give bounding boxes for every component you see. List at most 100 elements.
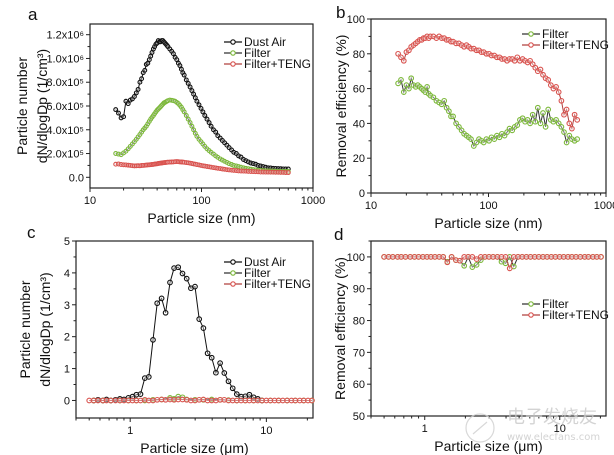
data-point — [558, 124, 565, 130]
data-point — [200, 325, 207, 331]
data-point — [167, 279, 173, 286]
data-point — [529, 111, 536, 118]
legend-label: Filter — [542, 27, 569, 41]
legend-item: Dust Air — [224, 255, 286, 269]
x-tick-label: 100 — [192, 195, 210, 207]
watermark-text-cn: 电子发烧友 — [507, 407, 597, 428]
panel-b: b 10 100 1000 Particle size (nm) 0 20 40 60 80 100… — [333, 3, 614, 231]
data-point — [150, 337, 156, 343]
y-tick-label: 100 — [347, 14, 365, 26]
data-point — [125, 101, 131, 107]
data-point — [381, 254, 387, 260]
data-point — [395, 80, 401, 87]
data-point — [107, 397, 114, 404]
data-point — [506, 265, 513, 272]
x-tick-label: 10 — [554, 423, 566, 435]
watermark-text-url: www.elecfans.com — [507, 432, 600, 443]
x-tick-label: 1 — [127, 425, 133, 437]
series-filter-teng — [113, 159, 291, 176]
data-point — [461, 262, 468, 269]
watermark-logo-icon — [465, 413, 495, 443]
data-point — [137, 391, 144, 397]
legend-item: Filter+TENG — [522, 308, 609, 322]
series-filter-teng — [86, 396, 315, 404]
plot-frame — [370, 240, 607, 417]
plot-frame — [75, 240, 314, 419]
x-axis: 1 10 Particle size (μm) — [75, 418, 308, 455]
series-line — [93, 266, 263, 402]
data-point — [527, 120, 533, 127]
y-tick-label: 60 — [353, 84, 365, 96]
data-point — [200, 109, 206, 115]
data-point — [457, 257, 463, 264]
data-point — [95, 397, 101, 404]
data-point — [187, 84, 193, 90]
legend-label: Filter — [244, 46, 271, 60]
data-point — [558, 97, 565, 104]
data-point — [424, 84, 430, 90]
x-axis-label: Particle size (nm) — [147, 210, 255, 226]
data-point — [561, 111, 567, 118]
data-point — [555, 89, 562, 95]
data-point — [446, 108, 452, 115]
series-filter — [395, 75, 581, 149]
data-point — [86, 397, 93, 404]
legend-marker-icon — [230, 61, 236, 67]
data-point — [585, 254, 592, 260]
data-point — [181, 109, 187, 115]
data-point — [288, 397, 295, 404]
legend-item: Filter — [224, 266, 271, 280]
data-point — [296, 397, 303, 404]
data-point — [461, 254, 468, 260]
data-point — [196, 316, 203, 322]
legend-item: Filter+TENG — [522, 38, 609, 52]
data-point — [204, 350, 211, 357]
data-point — [561, 129, 567, 135]
data-point — [430, 94, 437, 101]
legend-marker-icon — [528, 312, 534, 318]
data-point — [542, 124, 549, 130]
data-point — [448, 254, 455, 260]
data-point — [285, 170, 291, 176]
data-point — [436, 254, 443, 260]
watermark: 电子发烧友 www.elecfans.com — [465, 407, 600, 443]
data-point — [441, 97, 448, 104]
panel-c: c 1 10 Particle size (μm) 0 1 2 3 4 5 Particle num… — [17, 223, 315, 455]
data-point — [571, 111, 578, 118]
x-tick-label: 1 — [422, 423, 428, 435]
legend-label: Filter+TENG — [542, 308, 609, 322]
data-point — [213, 129, 219, 135]
y-tick-label: 4.0x10⁵ — [46, 125, 84, 137]
data-series — [86, 264, 315, 404]
y-axis-label: Removal efficiency (%) — [333, 35, 349, 178]
y-axis-label-line1: Particle number — [14, 57, 30, 155]
data-point — [185, 80, 191, 86]
data-point — [271, 397, 278, 404]
series-filter-teng — [381, 254, 604, 272]
data-point — [162, 309, 169, 316]
y-axis: 0 20 40 60 80 100 Removal efficiency (%) — [333, 14, 371, 200]
legend-label: Filter — [244, 266, 271, 280]
data-point — [450, 113, 456, 120]
data-point — [158, 396, 165, 403]
data-series — [381, 254, 604, 272]
data-point — [469, 254, 476, 260]
data-point — [217, 360, 223, 366]
data-point — [208, 123, 214, 129]
data-point — [204, 116, 210, 122]
data-point — [139, 76, 145, 82]
data-point — [213, 369, 219, 376]
panel-letter: d — [334, 225, 343, 244]
panel-a: a 10 100 1000 Particle size (nm) 0.0 2.0x10⁵ 4.… — [14, 5, 325, 226]
data-point — [402, 254, 409, 260]
legend-marker-icon — [528, 42, 534, 48]
x-axis: 10 100 1000 Particle size (nm) — [84, 188, 325, 226]
data-point — [183, 77, 189, 83]
data-point — [590, 254, 596, 260]
y-axis-label-line1: Particle number — [17, 280, 33, 378]
y-tick-label: 0 — [359, 188, 365, 200]
data-point — [537, 120, 544, 127]
